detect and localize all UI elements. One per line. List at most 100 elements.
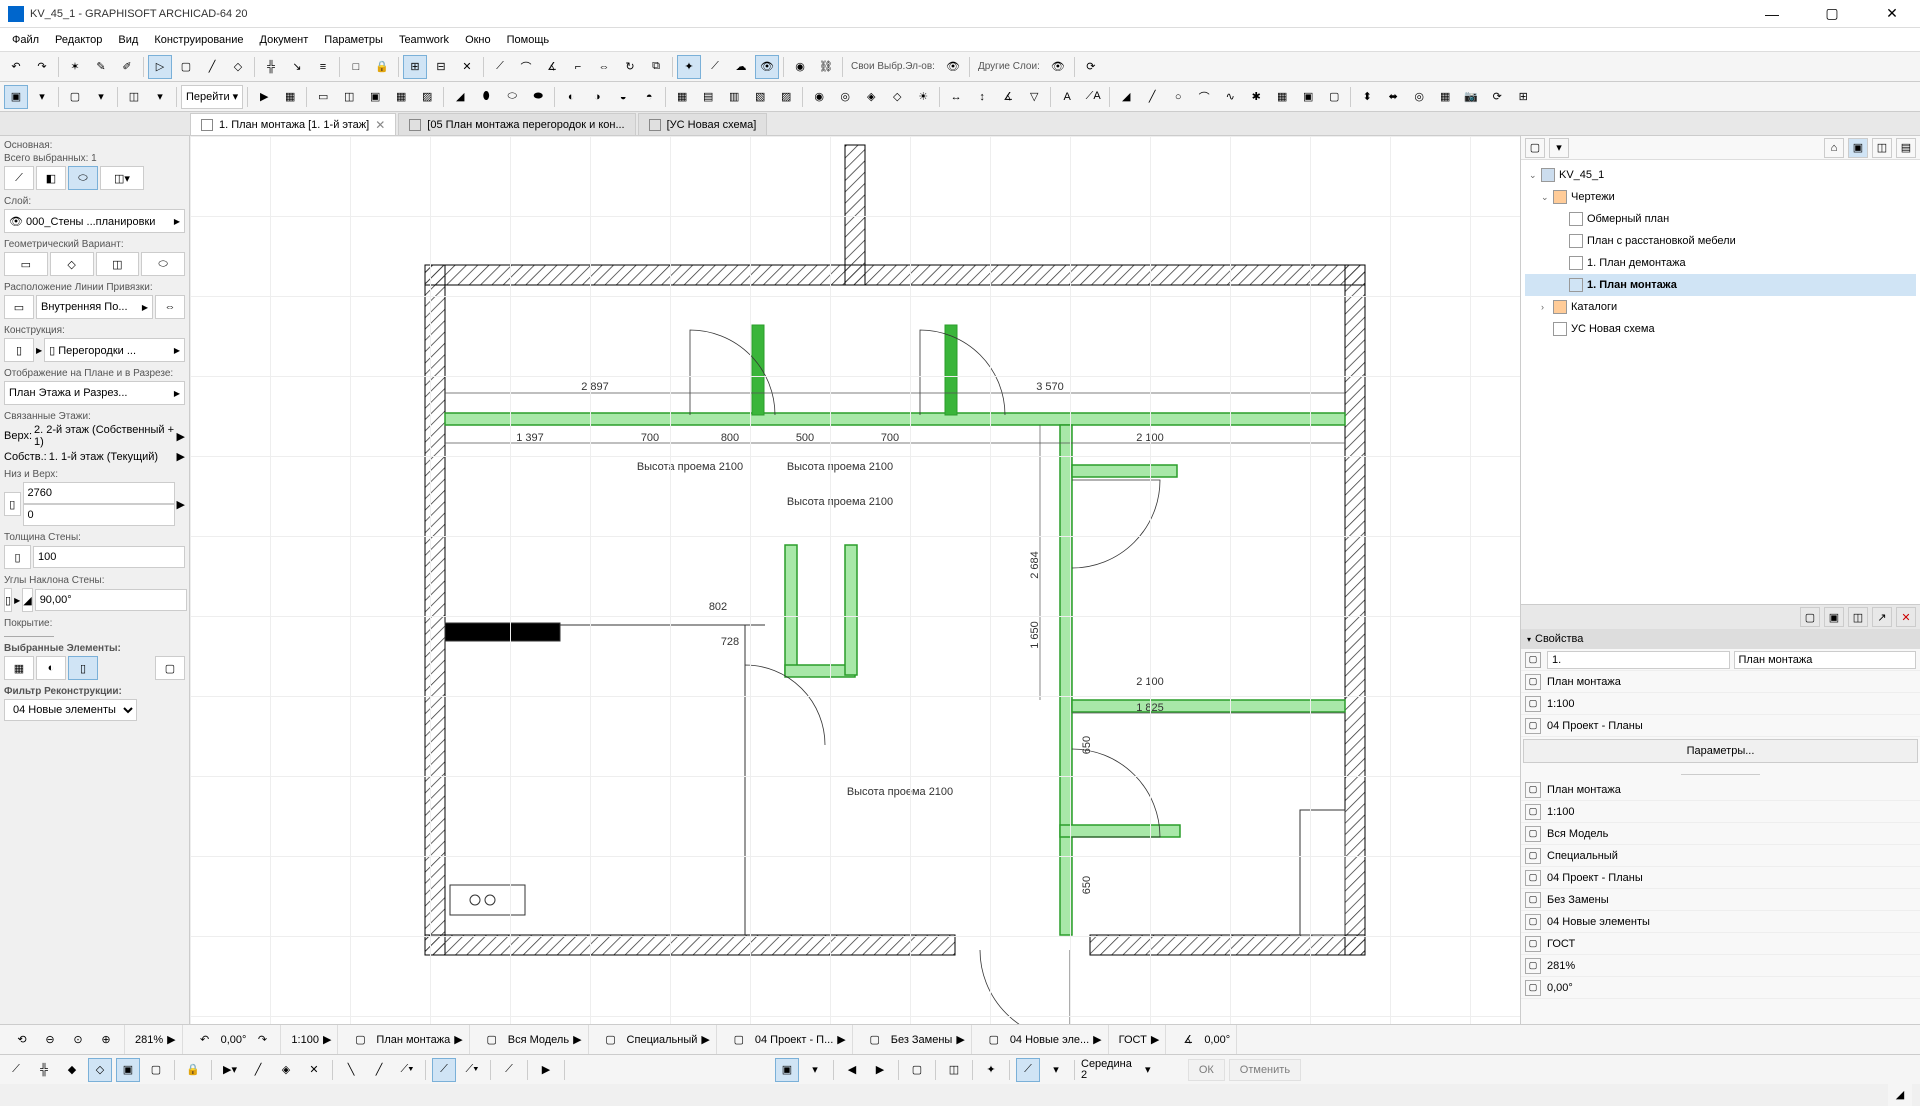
figure-tool[interactable]: ▣: [1296, 85, 1320, 109]
hatch-3-tool[interactable]: ▧: [748, 85, 772, 109]
align-tool[interactable]: ≡: [311, 55, 335, 79]
shell-tool[interactable]: ⬭: [500, 85, 524, 109]
sel-btn-2[interactable]: ◐: [36, 656, 66, 680]
option-5[interactable]: ▾: [1044, 1058, 1068, 1082]
drawing-canvas[interactable]: 2 897 3 570 1 397 700 800 500 700 2 100 …: [190, 136, 1520, 1024]
corner-win-tool[interactable]: ◈: [859, 85, 883, 109]
arrow-tool[interactable]: ▷: [148, 55, 172, 79]
wall-tool[interactable]: ▭: [311, 85, 335, 109]
tree-item-assembly[interactable]: 1. План монтажа: [1525, 274, 1916, 296]
menu-construction[interactable]: Конструирование: [146, 28, 251, 51]
tree-root[interactable]: ⌄ KV_45_1: [1525, 164, 1916, 186]
height-bottom-input[interactable]: [23, 504, 175, 526]
nav-mode-1[interactable]: ▢: [1525, 138, 1545, 158]
snap-node-tool[interactable]: ✦: [677, 55, 701, 79]
lock-tool[interactable]: 🔒: [370, 55, 394, 79]
cloud-tool[interactable]: ☁: [729, 55, 753, 79]
geom-1[interactable]: ▭: [4, 252, 48, 276]
anchor-dropdown[interactable]: Внутренняя По...▶: [36, 295, 153, 319]
hatch-1-tool[interactable]: ▤: [696, 85, 720, 109]
rotate-tool[interactable]: ↻: [618, 55, 642, 79]
text-tool[interactable]: A: [1055, 85, 1079, 109]
mode-a[interactable]: ▣: [775, 1058, 799, 1082]
height-top-input[interactable]: [23, 482, 175, 504]
lamp-tool[interactable]: ◎: [833, 85, 857, 109]
change-tool[interactable]: ⟳: [1485, 85, 1509, 109]
thickness-icon[interactable]: ▯: [4, 545, 31, 569]
props-btn-3[interactable]: ◫: [1848, 607, 1868, 627]
redo-button[interactable]: ↷: [30, 55, 54, 79]
section-tool[interactable]: ⬍: [1355, 85, 1379, 109]
ok-button[interactable]: ОК: [1188, 1059, 1225, 1081]
middle-dd[interactable]: ▾: [1136, 1058, 1160, 1082]
guide-2[interactable]: ╱: [246, 1058, 270, 1082]
morph-tool[interactable]: ⬬: [526, 85, 550, 109]
layer-dropdown[interactable]: 👁 000_Стены ...планировки▶: [4, 209, 185, 233]
project-status-icon[interactable]: ▢: [727, 1028, 751, 1052]
tab-plan[interactable]: 1. План монтажа [1. 1-й этаж] ✕: [190, 113, 396, 135]
option-3[interactable]: ✦: [979, 1058, 1003, 1082]
option-4[interactable]: ⟋: [1016, 1058, 1040, 1082]
trim-tool[interactable]: ⊟: [429, 55, 453, 79]
props-close[interactable]: ✕: [1896, 607, 1916, 627]
mesh-tool[interactable]: ◑: [585, 85, 609, 109]
tree-item-survey[interactable]: Обмерный план: [1525, 208, 1916, 230]
nav-back[interactable]: ◀: [840, 1058, 864, 1082]
menu-window[interactable]: Окно: [457, 28, 499, 51]
mode-b[interactable]: ▾: [803, 1058, 827, 1082]
params-button[interactable]: Параметры...: [1523, 739, 1918, 763]
model-icon[interactable]: ▢: [480, 1028, 504, 1052]
light-tool[interactable]: ☀: [911, 85, 935, 109]
menu-teamwork[interactable]: Teamwork: [391, 28, 457, 51]
arrow-nav[interactable]: ▶: [534, 1058, 558, 1082]
snap-6[interactable]: ▢: [144, 1058, 168, 1082]
tree-item-furniture[interactable]: План с расстановкой мебели: [1525, 230, 1916, 252]
select-tool[interactable]: ▶: [252, 85, 276, 109]
display-dropdown[interactable]: План Этажа и Разрез...▶: [4, 381, 185, 405]
corner-tool[interactable]: ⌐: [566, 55, 590, 79]
view-mode-dd2[interactable]: ▾: [89, 85, 113, 109]
guide-1[interactable]: ▶▾: [218, 1058, 242, 1082]
height-icon[interactable]: ▯: [4, 492, 21, 516]
tab-partitions[interactable]: [05 План монтажа перегородок и кон...: [398, 113, 635, 135]
construct-type[interactable]: ▯: [4, 338, 34, 362]
angle-tool[interactable]: ∡: [540, 55, 564, 79]
skylight-tool[interactable]: ◇: [885, 85, 909, 109]
fill-tool[interactable]: ◢: [1114, 85, 1138, 109]
drawing-tool[interactable]: ▢: [1322, 85, 1346, 109]
orbit-icon[interactable]: ⟲: [10, 1028, 34, 1052]
stair-tool[interactable]: ◐: [559, 85, 583, 109]
sel-btn-1[interactable]: ▦: [4, 656, 34, 680]
intersect-tool[interactable]: ⊞: [403, 55, 427, 79]
line-guide-3[interactable]: ⟋▾: [395, 1058, 419, 1082]
guide-tool[interactable]: ⟋: [703, 55, 727, 79]
line-guide-2[interactable]: ╱: [367, 1058, 391, 1082]
nav-proj-icon[interactable]: ⌂: [1824, 138, 1844, 158]
zone-tool[interactable]: ◒: [611, 85, 635, 109]
dim-angle-tool[interactable]: ∡: [996, 85, 1020, 109]
undo-button[interactable]: ↶: [4, 55, 28, 79]
elements-icon[interactable]: ▢: [982, 1028, 1006, 1052]
constr-1[interactable]: ⟋: [432, 1058, 456, 1082]
sel-mode-2[interactable]: ◧: [36, 166, 66, 190]
snap-4[interactable]: ◇: [88, 1058, 112, 1082]
snap-5[interactable]: ▣: [116, 1058, 140, 1082]
tab-close-icon[interactable]: ✕: [375, 118, 385, 132]
link-tool[interactable]: ⛓: [814, 55, 838, 79]
rect-tool[interactable]: □: [344, 55, 368, 79]
snap-1[interactable]: ⟋: [4, 1058, 28, 1082]
tree-catalogs[interactable]: › Каталоги: [1525, 296, 1916, 318]
level-dim-tool[interactable]: ▽: [1022, 85, 1046, 109]
sel-btn-3[interactable]: ▯: [68, 656, 98, 680]
grid-tool[interactable]: ╬: [259, 55, 283, 79]
props-btn-4[interactable]: ↗: [1872, 607, 1892, 627]
construct-dropdown[interactable]: ▯ Перегородки ...▶: [44, 338, 185, 362]
view-tool[interactable]: 👁: [755, 55, 779, 79]
angle-mode-1[interactable]: ▯: [4, 588, 12, 612]
option-1[interactable]: ▢: [905, 1058, 929, 1082]
marquee-tool[interactable]: ▢: [174, 55, 198, 79]
zoom-out-icon[interactable]: ⊖: [38, 1028, 62, 1052]
snap-2[interactable]: ╬: [32, 1058, 56, 1082]
prop-name-input[interactable]: [1734, 651, 1917, 669]
snap-tool[interactable]: ↘: [285, 55, 309, 79]
